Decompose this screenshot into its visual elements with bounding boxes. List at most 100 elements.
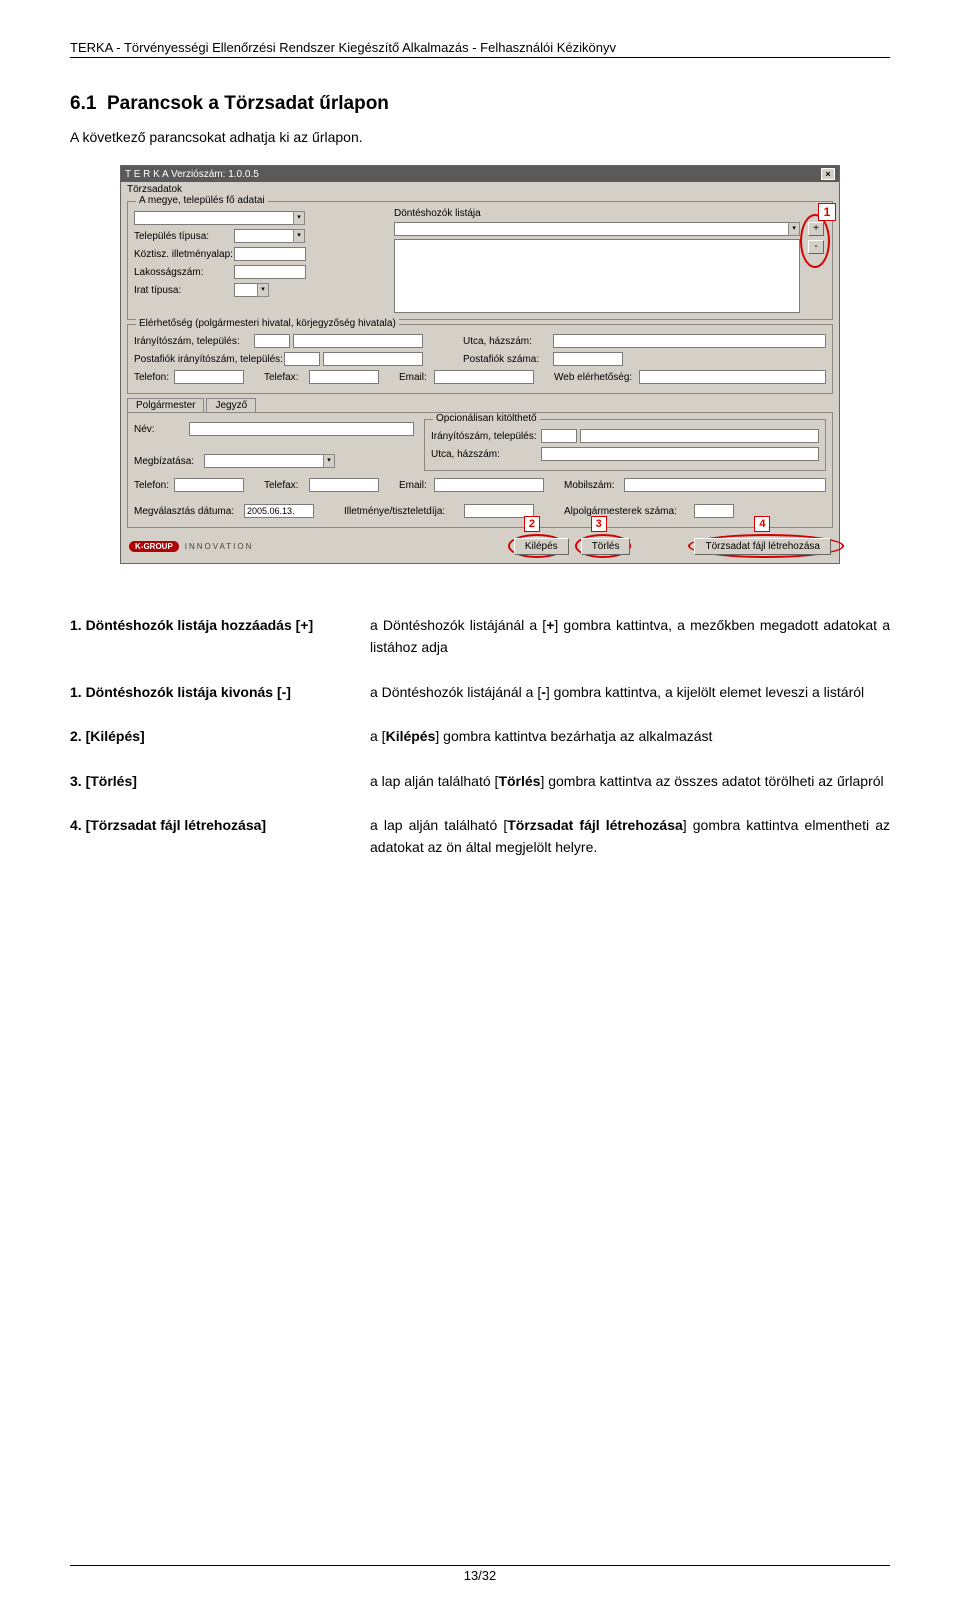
- label-mobil: Mobilszám:: [564, 480, 624, 491]
- app-window: T E R K A Verziószám: 1.0.0.5 × Törzsada…: [120, 165, 840, 564]
- command-description: a Döntéshozók listájánál a [+] gombra ka…: [370, 614, 890, 659]
- command-row: 1. Döntéshozók listája kivonás [-]a Dönt…: [70, 681, 890, 703]
- input-utca2[interactable]: [541, 447, 819, 461]
- group-contact: Elérhetőség (polgármesteri hivatal, körj…: [127, 324, 833, 394]
- label-koztisz: Köztisz. illetményalap:: [134, 249, 234, 260]
- label-alpolg: Alpolgármesterek száma:: [564, 506, 694, 517]
- add-button[interactable]: +: [808, 222, 824, 236]
- combo-megye[interactable]: [134, 211, 294, 225]
- input-telefon[interactable]: [174, 370, 244, 384]
- chevron-down-icon[interactable]: ▾: [293, 229, 305, 243]
- delete-button[interactable]: Törlés: [581, 538, 631, 555]
- input-mobil[interactable]: [624, 478, 826, 492]
- label-irat: Irat típusa:: [134, 285, 234, 296]
- label-posta: Postafiók irányítószám, település:: [134, 354, 284, 365]
- group-optional: Opcionálisan kitölthető Irányítószám, te…: [424, 419, 826, 471]
- section-intro: A következő parancsokat adhatja ki az űr…: [70, 129, 890, 145]
- chevron-down-icon[interactable]: ▾: [293, 211, 305, 225]
- label-illetmeny: Illetménye/tiszteletdíja:: [344, 506, 464, 517]
- label-donteshozok: Döntéshozók listája: [394, 208, 800, 219]
- input-telefax[interactable]: [309, 370, 379, 384]
- input-email2[interactable]: [434, 478, 544, 492]
- chevron-down-icon[interactable]: ▾: [257, 283, 269, 297]
- command-description: a Döntéshozók listájánál a [-] gombra ka…: [370, 681, 890, 703]
- bottom-toolbar: K-GROUP INNOVATION 2 Kilépés 3 Törlés: [121, 532, 839, 563]
- input-posta-irszam[interactable]: [284, 352, 320, 366]
- label-lakossag: Lakosságszám:: [134, 267, 234, 278]
- section-heading: Parancsok a Törzsadat űrlapon: [107, 93, 389, 114]
- input-email[interactable]: [434, 370, 534, 384]
- label-telefon2: Telefon:: [134, 480, 174, 491]
- input-illetmeny[interactable]: [464, 504, 534, 518]
- label-email: Email:: [399, 372, 434, 383]
- command-list: 1. Döntéshozók listája hozzáadás [+]a Dö…: [70, 614, 890, 859]
- label-utca: Utca, házszám:: [463, 336, 553, 347]
- listbox-donteshozok[interactable]: [394, 239, 800, 313]
- input-posta-tel[interactable]: [323, 352, 423, 366]
- label-irszam: Irányítószám, település:: [134, 336, 254, 347]
- section-title: 6.1 Parancsok a Törzsadat űrlapon: [70, 93, 890, 115]
- logo-badge: K-GROUP: [129, 541, 179, 552]
- command-label: 2. [Kilépés]: [70, 725, 370, 747]
- button-group: 2 Kilépés 3 Törlés 4 Törzsadat fájl létr…: [514, 538, 831, 555]
- combo-donteshozok[interactable]: [394, 222, 789, 236]
- label-web: Web elérhetőség:: [554, 372, 639, 383]
- input-telefax2[interactable]: [309, 478, 379, 492]
- label-megval: Megválasztás dátuma:: [134, 506, 244, 517]
- logo-text: INNOVATION: [185, 542, 254, 551]
- create-file-button[interactable]: Törzsadat fájl létrehozása: [694, 538, 831, 555]
- input-koztisz[interactable]: [234, 247, 306, 261]
- label-telefax2: Telefax:: [264, 480, 309, 491]
- combo-megbiz[interactable]: [204, 454, 324, 468]
- command-row: 4. [Törzsadat fájl létrehozása]a lap alj…: [70, 814, 890, 859]
- input-date[interactable]: 2005.06.13.: [244, 504, 314, 518]
- input-telepules[interactable]: [293, 334, 423, 348]
- command-description: a lap alján található [Törzsadat fájl lé…: [370, 814, 890, 859]
- input-telepules2[interactable]: [580, 429, 819, 443]
- screenshot-figure: T E R K A Verziószám: 1.0.0.5 × Törzsada…: [70, 165, 890, 564]
- input-web[interactable]: [639, 370, 826, 384]
- exit-button[interactable]: Kilépés: [514, 538, 569, 555]
- label-email2: Email:: [399, 480, 434, 491]
- command-description: a [Kilépés] gombra kattintva bezárhatja …: [370, 725, 890, 747]
- label-telepules-tipusa: Település típusa:: [134, 231, 234, 242]
- label-posta-szam: Postafiók száma:: [463, 354, 553, 365]
- command-label: 4. [Törzsadat fájl létrehozása]: [70, 814, 370, 859]
- combo-telepules[interactable]: [234, 229, 294, 243]
- input-utca[interactable]: [553, 334, 826, 348]
- input-lakossag[interactable]: [234, 265, 306, 279]
- group-contact-legend: Elérhetőség (polgármesteri hivatal, körj…: [136, 318, 399, 329]
- label-telefax: Telefax:: [264, 372, 309, 383]
- input-posta-szam[interactable]: [553, 352, 623, 366]
- document-header: TERKA - Törvényességi Ellenőrzési Rendsz…: [70, 40, 890, 58]
- input-nev[interactable]: [189, 422, 414, 436]
- page-footer: 13/32: [70, 1565, 890, 1583]
- close-icon[interactable]: ×: [821, 168, 835, 180]
- combo-irat[interactable]: [234, 283, 258, 297]
- chevron-down-icon[interactable]: ▾: [788, 222, 800, 236]
- command-label: 1. Döntéshozók listája kivonás [-]: [70, 681, 370, 703]
- group-main-legend: A megye, település fő adatai: [136, 195, 268, 206]
- command-row: 3. [Törlés]a lap alján található [Törlés…: [70, 770, 890, 792]
- command-description: a lap alján található [Törlés] gombra ka…: [370, 770, 890, 792]
- chevron-down-icon[interactable]: ▾: [323, 454, 335, 468]
- label-utca2: Utca, házszám:: [431, 449, 541, 460]
- group-optional-legend: Opcionálisan kitölthető: [433, 413, 540, 424]
- command-row: 2. [Kilépés]a [Kilépés] gombra kattintva…: [70, 725, 890, 747]
- window-title: T E R K A Verziószám: 1.0.0.5: [125, 169, 259, 180]
- remove-button[interactable]: -: [808, 240, 824, 254]
- label-telefon: Telefon:: [134, 372, 174, 383]
- annotation-number-1: 1: [818, 203, 836, 221]
- input-irszam2[interactable]: [541, 429, 577, 443]
- tab-jegyzo[interactable]: Jegyző: [206, 398, 256, 412]
- tab-strip: Polgármester Jegyző: [127, 398, 833, 412]
- section-number: 6.1: [70, 93, 96, 114]
- window-titlebar: T E R K A Verziószám: 1.0.0.5 ×: [121, 166, 839, 182]
- label-nev: Név:: [134, 424, 189, 435]
- input-irszam[interactable]: [254, 334, 290, 348]
- command-label: 1. Döntéshozók listája hozzáadás [+]: [70, 614, 370, 659]
- tab-polgarmester[interactable]: Polgármester: [127, 398, 204, 412]
- input-telefon2[interactable]: [174, 478, 244, 492]
- group-main-data: A megye, település fő adatai ▾ Település…: [127, 201, 833, 320]
- input-alpolg[interactable]: [694, 504, 734, 518]
